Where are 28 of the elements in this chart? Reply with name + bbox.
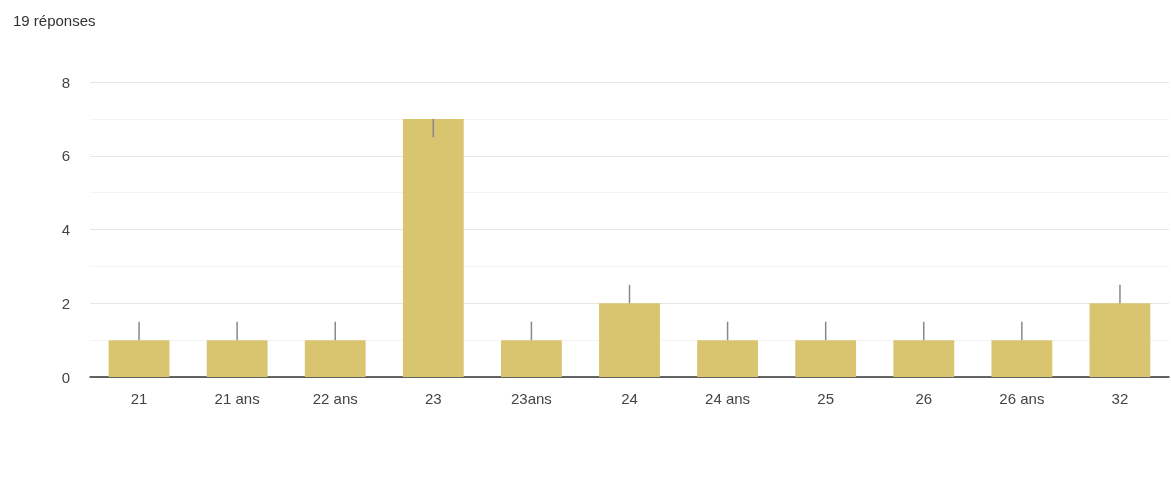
bar [501, 340, 562, 377]
x-tick-label: 26 [915, 390, 933, 407]
bar [893, 340, 955, 377]
x-tick-label: 32 [1111, 390, 1129, 407]
bar [402, 118, 464, 377]
bar [1089, 303, 1151, 377]
bar [991, 340, 1053, 377]
bar [108, 340, 170, 377]
y-tick-label: 8 [61, 73, 70, 91]
x-tick-label: 21 ans [214, 390, 260, 407]
x-tick-label: 25 [817, 390, 835, 407]
bar [697, 340, 758, 377]
x-tick-label: 24 [621, 390, 638, 407]
y-tick-label: 6 [61, 147, 70, 165]
y-tick-label: 2 [61, 294, 70, 312]
x-tick-label: 24 ans [705, 390, 751, 407]
bar [206, 340, 268, 377]
bar [599, 303, 660, 377]
x-tick-label: 23ans [510, 390, 552, 407]
x-tick-label: 23 [424, 390, 442, 407]
y-tick-label: 4 [61, 221, 70, 238]
chart-title: 19 réponses [13, 12, 96, 29]
x-tick-label: 21 [130, 390, 148, 407]
bar [795, 340, 857, 377]
y-tick-label: 0 [61, 368, 70, 386]
x-tick-label: 22 ans [312, 390, 358, 407]
bar [304, 340, 366, 377]
x-tick-label: 26 ans [999, 390, 1045, 407]
